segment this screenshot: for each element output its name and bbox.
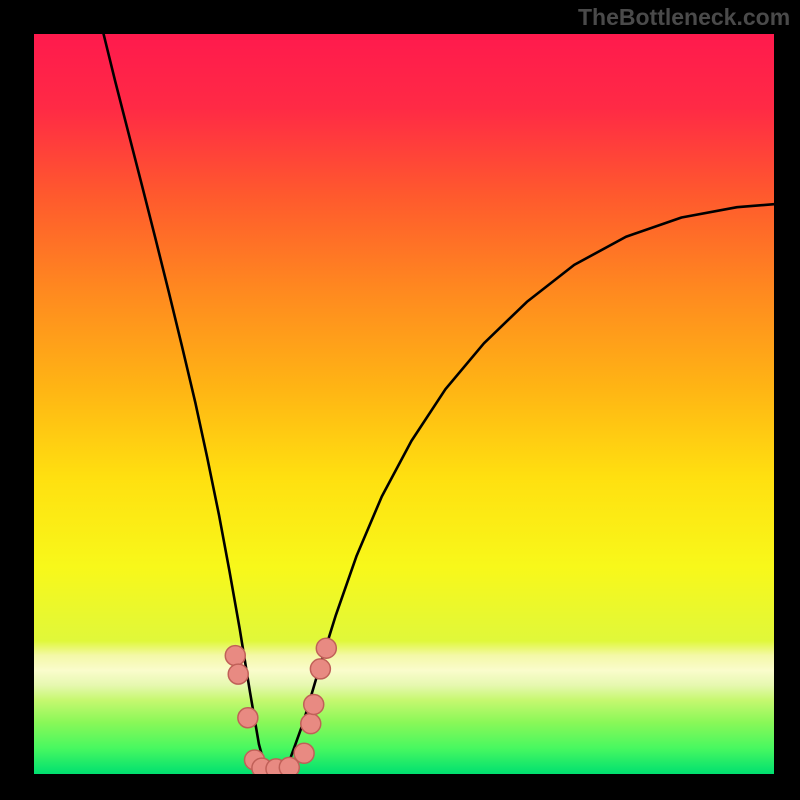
- data-marker: [294, 743, 314, 763]
- data-marker: [304, 694, 324, 714]
- data-marker: [225, 646, 245, 666]
- data-marker: [228, 664, 248, 684]
- data-marker: [301, 714, 321, 734]
- watermark-text: TheBottleneck.com: [578, 4, 790, 31]
- data-marker: [310, 659, 330, 679]
- bottleneck-curve: [104, 34, 774, 774]
- data-marker: [316, 638, 336, 658]
- plot-svg: [34, 34, 774, 774]
- plot-area: [34, 34, 774, 774]
- chart-root: TheBottleneck.com: [0, 0, 800, 800]
- data-marker: [238, 708, 258, 728]
